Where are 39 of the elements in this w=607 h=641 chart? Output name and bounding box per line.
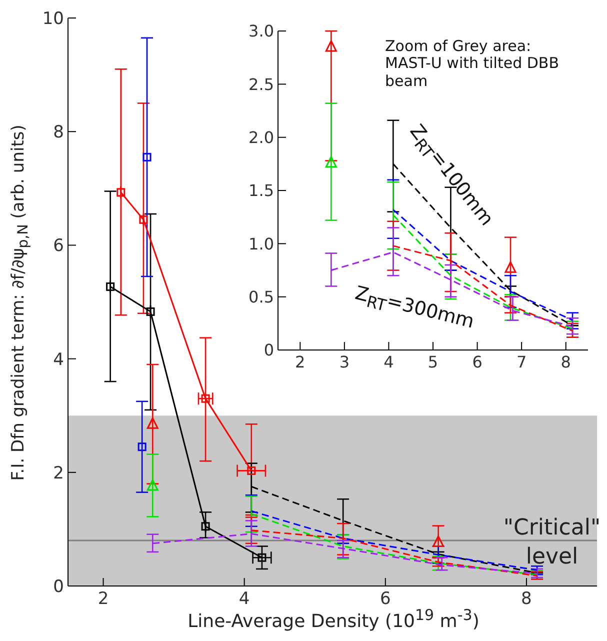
point [325, 156, 337, 168]
point [138, 442, 146, 452]
y-tick-label: 6 [53, 236, 64, 256]
point [142, 152, 152, 162]
x-tick-label: 8 [521, 589, 532, 610]
x-tick-label: 6 [472, 352, 482, 372]
annotation: Zoom of Grey area: MAST-U with tilted DBB beam [385, 37, 560, 90]
y-tick-label: 2 [53, 463, 64, 484]
y-tick-label: 0.5 [248, 288, 274, 307]
ref-line-label: "Critical" level [503, 516, 601, 570]
y-tick-label: 10 [42, 9, 64, 30]
x-tick-label: 8 [560, 352, 571, 372]
point [432, 536, 444, 548]
point [247, 466, 256, 475]
point [201, 394, 210, 403]
x-tick-label: 2 [98, 589, 109, 610]
x-tick-label: 7 [516, 352, 527, 372]
x-tick-label: 5 [428, 352, 438, 372]
x-tick-label: 3 [339, 352, 350, 372]
y-tick-label: 2.5 [248, 74, 274, 94]
y-tick-label: 8 [53, 122, 64, 143]
y-tick-label: 1.5 [248, 181, 274, 200]
y-tick-label: 0 [53, 577, 64, 598]
point [146, 479, 158, 491]
y-tick-label: 1.0 [248, 234, 274, 254]
x-tick-label: 2 [295, 352, 306, 372]
y-tick-label: 3.0 [248, 22, 274, 41]
point [146, 417, 158, 429]
y-tick-label: 0 [264, 340, 274, 360]
point [116, 188, 126, 197]
point [504, 261, 516, 273]
point [258, 553, 266, 562]
point [106, 282, 115, 291]
point [325, 40, 337, 52]
point [201, 522, 210, 531]
x-tick-label: 4 [384, 352, 394, 372]
point [139, 215, 148, 224]
y-tick-label: 2.0 [248, 128, 274, 148]
point [146, 307, 155, 316]
